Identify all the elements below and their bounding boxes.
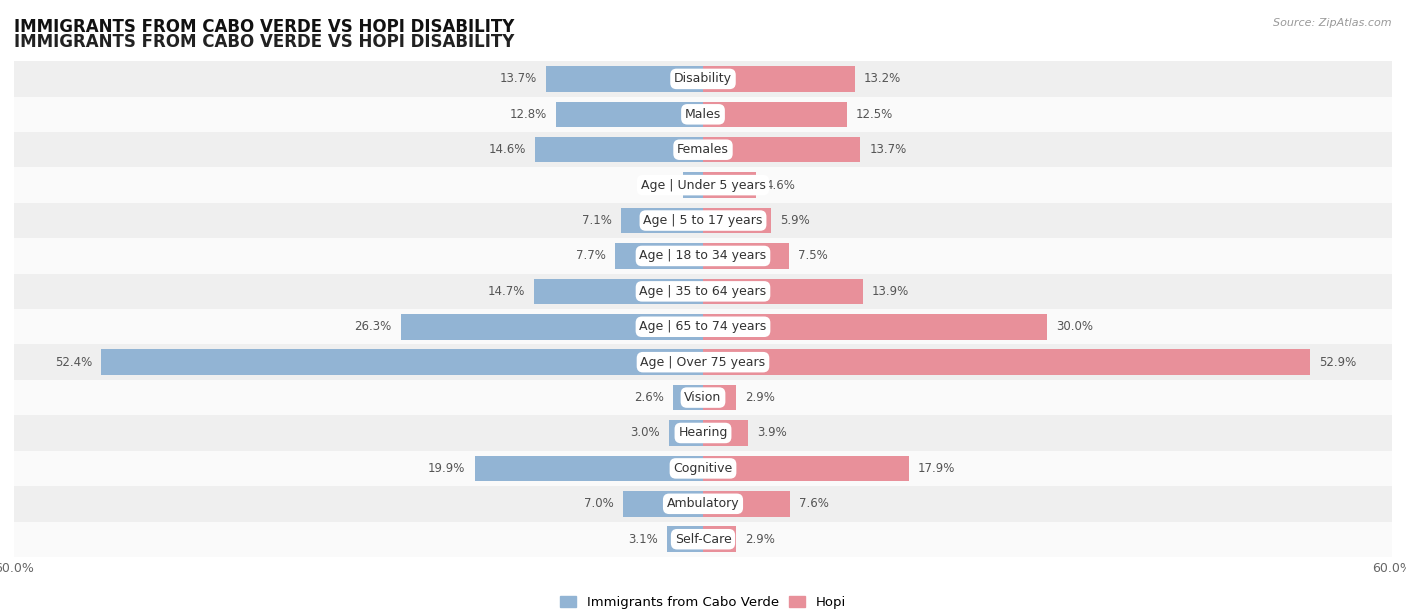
Bar <box>14 450 1392 486</box>
Bar <box>555 102 703 127</box>
Text: Age | 5 to 17 years: Age | 5 to 17 years <box>644 214 762 227</box>
Bar <box>703 526 737 552</box>
Text: 13.7%: 13.7% <box>869 143 907 156</box>
Text: 3.1%: 3.1% <box>628 532 658 546</box>
Text: IMMIGRANTS FROM CABO VERDE VS HOPI DISABILITY: IMMIGRANTS FROM CABO VERDE VS HOPI DISAB… <box>14 32 515 51</box>
Text: Ambulatory: Ambulatory <box>666 498 740 510</box>
Bar <box>14 132 1392 168</box>
Text: Age | 65 to 74 years: Age | 65 to 74 years <box>640 320 766 334</box>
Text: 52.4%: 52.4% <box>55 356 93 368</box>
Text: 7.5%: 7.5% <box>799 250 828 263</box>
Text: 5.9%: 5.9% <box>780 214 810 227</box>
Bar <box>14 309 1392 345</box>
Text: IMMIGRANTS FROM CABO VERDE VS HOPI DISABILITY: IMMIGRANTS FROM CABO VERDE VS HOPI DISAB… <box>14 18 515 36</box>
Text: 1.7%: 1.7% <box>644 179 675 192</box>
Text: Age | Over 75 years: Age | Over 75 years <box>641 356 765 368</box>
Bar <box>668 526 703 552</box>
Bar <box>703 173 756 198</box>
Bar <box>474 456 703 481</box>
Text: 3.0%: 3.0% <box>630 427 659 439</box>
Bar <box>614 243 703 269</box>
Bar <box>621 208 703 233</box>
Text: 13.9%: 13.9% <box>872 285 910 298</box>
Bar <box>401 314 703 340</box>
Bar <box>669 420 703 446</box>
Text: 2.9%: 2.9% <box>745 532 775 546</box>
Bar <box>683 173 703 198</box>
Bar <box>703 491 790 517</box>
Text: 2.6%: 2.6% <box>634 391 664 404</box>
Text: 4.6%: 4.6% <box>765 179 794 192</box>
Bar <box>14 416 1392 450</box>
Text: Females: Females <box>678 143 728 156</box>
Bar <box>14 61 1392 97</box>
Bar <box>623 491 703 517</box>
Bar <box>14 345 1392 380</box>
Bar <box>14 203 1392 238</box>
Text: Age | Under 5 years: Age | Under 5 years <box>641 179 765 192</box>
Bar <box>14 274 1392 309</box>
Bar <box>101 349 703 375</box>
Text: 30.0%: 30.0% <box>1057 320 1094 334</box>
Text: 3.9%: 3.9% <box>756 427 787 439</box>
Text: 7.6%: 7.6% <box>800 498 830 510</box>
Bar <box>703 385 737 410</box>
Text: 52.9%: 52.9% <box>1320 356 1357 368</box>
Bar <box>14 521 1392 557</box>
Bar <box>14 380 1392 416</box>
Text: 7.7%: 7.7% <box>575 250 606 263</box>
Bar <box>673 385 703 410</box>
Text: Cognitive: Cognitive <box>673 462 733 475</box>
Text: 2.9%: 2.9% <box>745 391 775 404</box>
Bar <box>14 238 1392 274</box>
Bar <box>546 66 703 92</box>
Bar <box>703 208 770 233</box>
Bar <box>703 420 748 446</box>
Text: Self-Care: Self-Care <box>675 532 731 546</box>
Bar <box>703 137 860 162</box>
Bar <box>703 314 1047 340</box>
Text: Males: Males <box>685 108 721 121</box>
Text: 13.7%: 13.7% <box>499 72 537 86</box>
Bar <box>703 278 863 304</box>
Legend: Immigrants from Cabo Verde, Hopi: Immigrants from Cabo Verde, Hopi <box>555 591 851 612</box>
Text: Disability: Disability <box>673 72 733 86</box>
Text: 13.2%: 13.2% <box>863 72 901 86</box>
Text: 17.9%: 17.9% <box>918 462 955 475</box>
Text: 7.0%: 7.0% <box>583 498 613 510</box>
Bar <box>534 278 703 304</box>
Text: Age | 18 to 34 years: Age | 18 to 34 years <box>640 250 766 263</box>
Text: 12.8%: 12.8% <box>509 108 547 121</box>
Text: 12.5%: 12.5% <box>856 108 893 121</box>
Text: Age | 35 to 64 years: Age | 35 to 64 years <box>640 285 766 298</box>
Text: 7.1%: 7.1% <box>582 214 612 227</box>
Text: Source: ZipAtlas.com: Source: ZipAtlas.com <box>1274 18 1392 28</box>
Bar <box>703 66 855 92</box>
Text: Vision: Vision <box>685 391 721 404</box>
Text: 26.3%: 26.3% <box>354 320 392 334</box>
Text: 14.6%: 14.6% <box>489 143 526 156</box>
Bar <box>703 102 846 127</box>
Bar <box>703 243 789 269</box>
Bar <box>14 168 1392 203</box>
Bar <box>536 137 703 162</box>
Text: Hearing: Hearing <box>678 427 728 439</box>
Bar <box>703 349 1310 375</box>
Bar <box>14 97 1392 132</box>
Text: 19.9%: 19.9% <box>427 462 465 475</box>
Bar <box>703 456 908 481</box>
Bar <box>14 486 1392 521</box>
Text: 14.7%: 14.7% <box>488 285 524 298</box>
